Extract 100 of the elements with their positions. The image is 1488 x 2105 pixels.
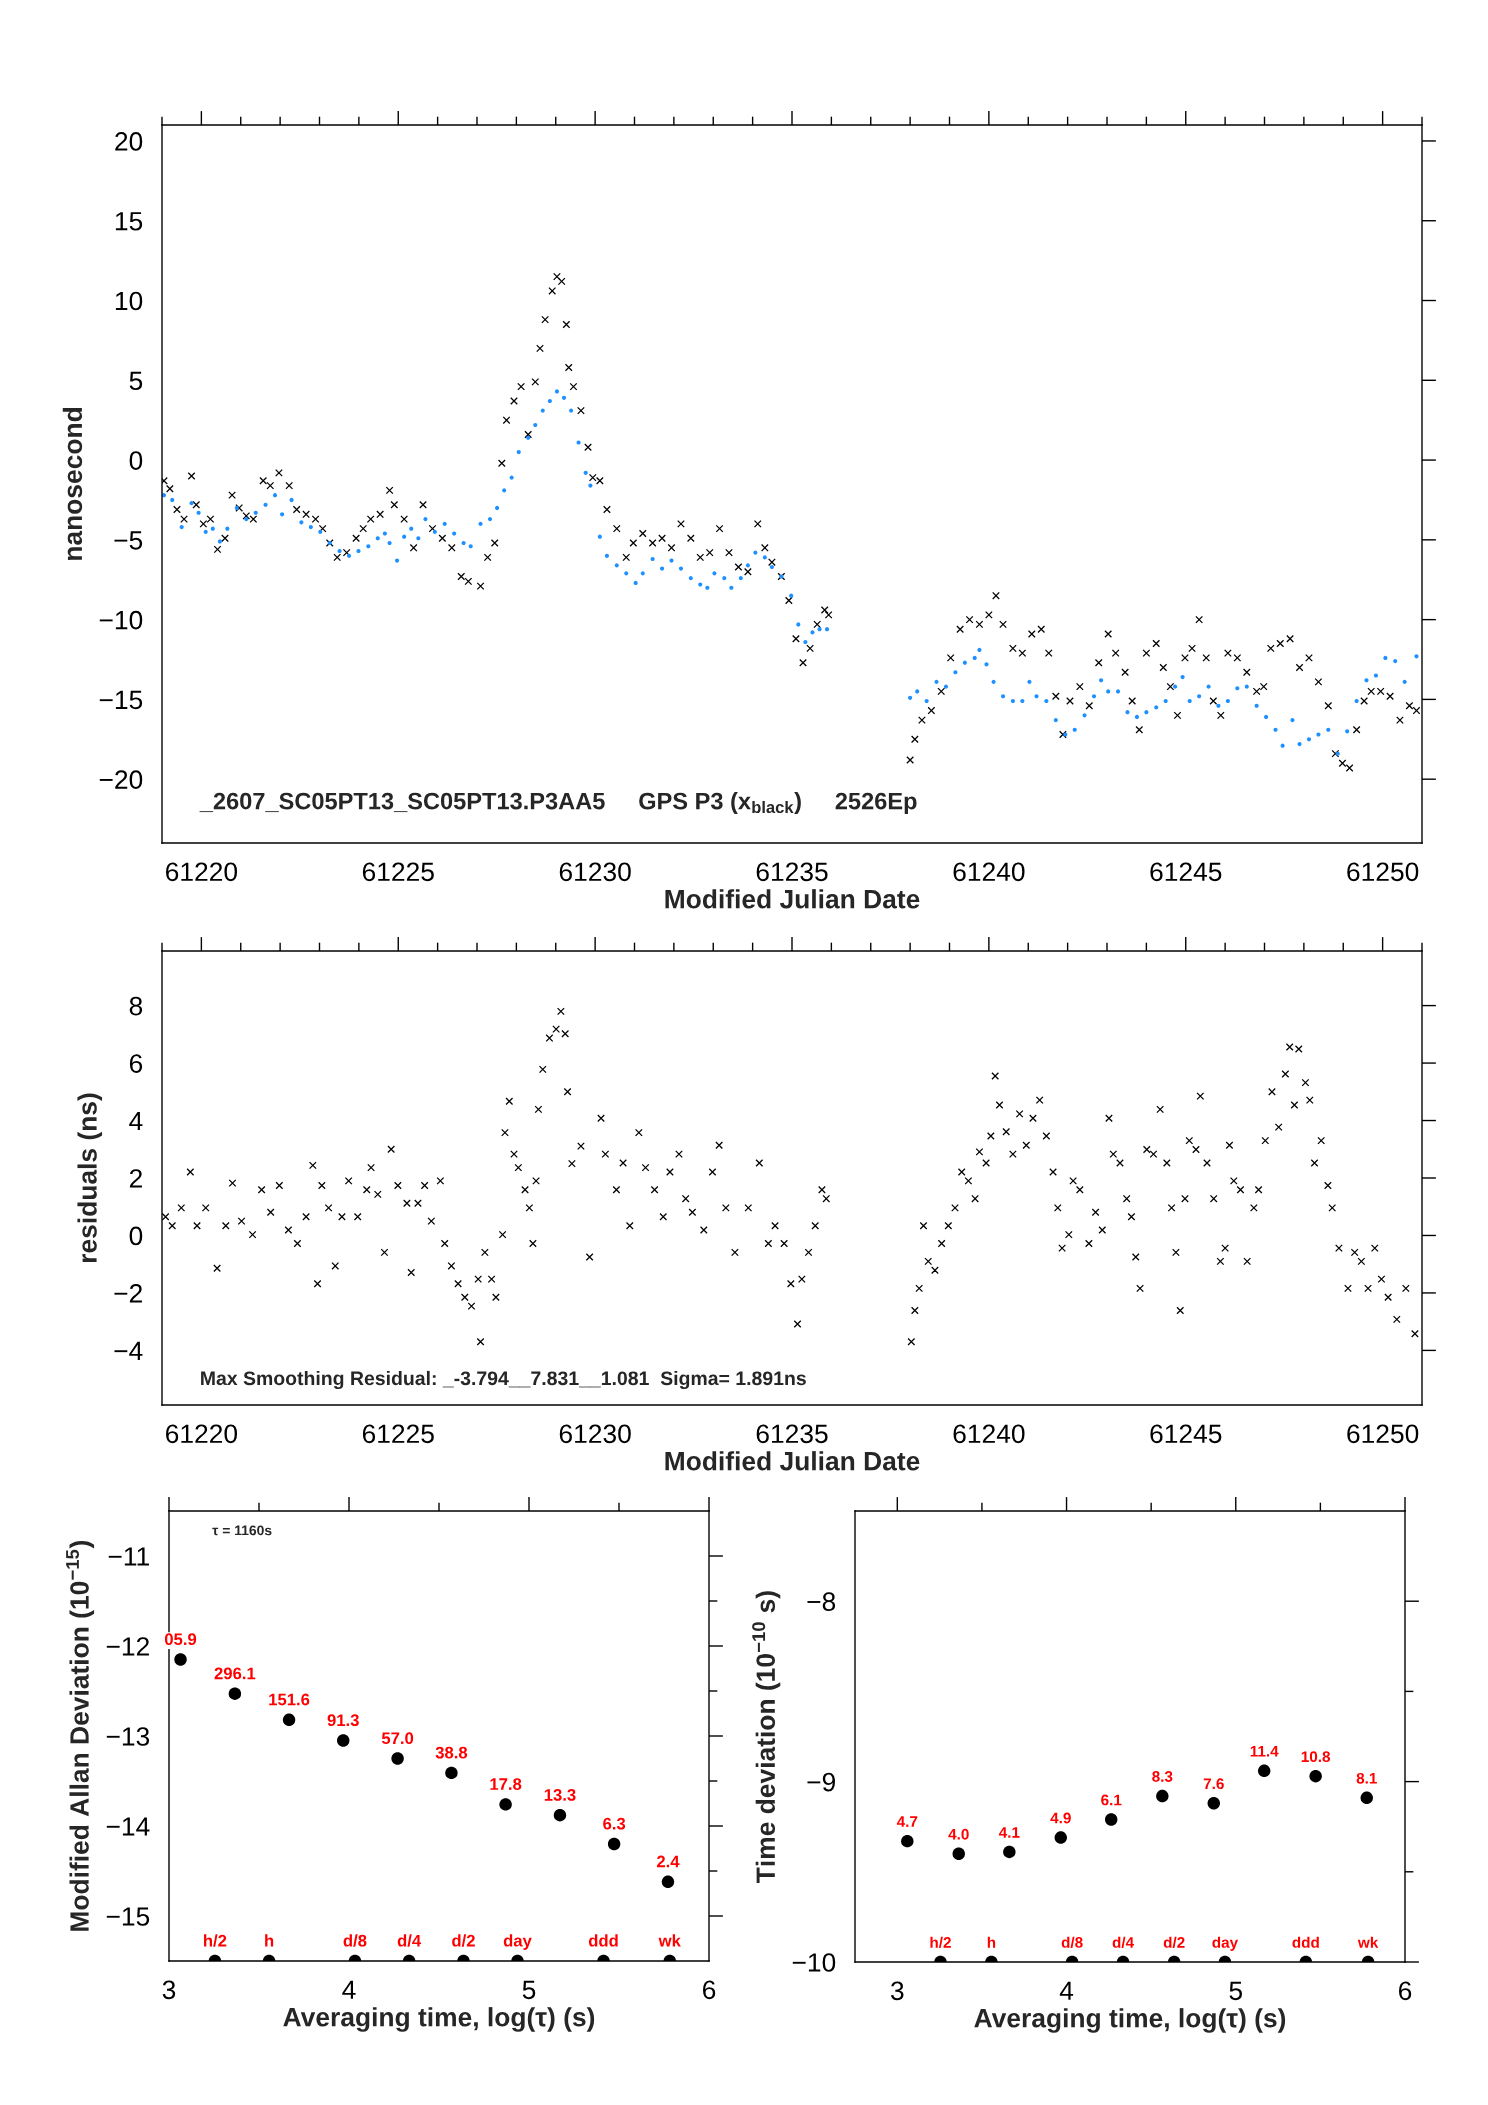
y-tick-label: 8	[129, 996, 143, 1016]
annotation: 4.9	[1050, 1812, 1071, 1824]
y-tick-label: −8	[807, 1592, 836, 1612]
x-tick-label: 61240	[953, 1424, 1025, 1444]
annotation: 05.9	[164, 1633, 197, 1646]
point	[337, 1734, 350, 1747]
annotation: d/8	[343, 1934, 367, 1947]
y-tick-label: 6	[129, 1054, 143, 1073]
point	[1207, 1797, 1220, 1810]
y-tick-label: −15	[99, 690, 143, 710]
y-axis-title: Time deviation (10$^{−10}$ s)	[752, 1591, 781, 1883]
annotation: 2.4	[656, 1855, 680, 1868]
annotation: 4.7	[896, 1816, 918, 1827]
annotation: 38.8	[435, 1746, 468, 1759]
x-tick-label: 5	[522, 1980, 536, 2000]
annotation: 296.1	[214, 1667, 256, 1680]
annotation: h	[987, 1936, 996, 1948]
point	[1257, 1764, 1271, 1777]
annotation: wk	[1357, 1936, 1379, 1948]
annotation: day	[503, 1934, 532, 1950]
x-axis-title: Modified Julian Date	[665, 889, 920, 909]
annotation: 11.4	[1250, 1745, 1279, 1757]
y-tick-label: −11	[108, 1547, 149, 1566]
y-tick-label: 2	[129, 1169, 142, 1188]
y-tick-label: −14	[106, 1817, 150, 1836]
x-tick-label: 61225	[362, 1424, 434, 1444]
annotation: h/2	[930, 1936, 951, 1949]
y-axis-title: residuals (ns)	[77, 1093, 103, 1263]
x-tick-label: 61250	[1347, 1424, 1419, 1444]
x-axis-title: Averaging time, log(τ) (s)	[974, 2008, 1286, 2033]
x-axis-title: Modified Julian Date	[665, 1451, 920, 1471]
annotation: ddd	[1292, 1936, 1319, 1948]
annotation: 10.8	[1301, 1751, 1331, 1763]
point	[445, 1766, 458, 1780]
y-tick-label: −10	[792, 1953, 836, 1972]
y-tick-label: −9	[807, 1772, 835, 1792]
x-axis-title: Averaging time, log(τ) (s)	[283, 2007, 595, 2032]
x-tick-label: 61230	[559, 1424, 631, 1444]
y-tick-label: −10	[99, 610, 143, 630]
y-tick-label: 20	[115, 132, 143, 151]
annotation: 8.3	[1152, 1771, 1173, 1782]
point	[1360, 1791, 1373, 1805]
y-tick-label: −15	[106, 1907, 150, 1926]
y-tick-label: 15	[115, 212, 143, 231]
x-tick-label: 4	[342, 1980, 356, 1999]
annotation: h	[265, 1934, 274, 1947]
y-tick-label: 10	[115, 291, 143, 311]
y-tick-label: 4	[129, 1111, 143, 1131]
annotation: d/8	[1061, 1936, 1083, 1949]
point	[228, 1687, 242, 1700]
annotation: d/2	[452, 1934, 475, 1947]
x-tick-label: 61225	[362, 862, 434, 882]
y-tick-label: 0	[129, 1226, 143, 1246]
point	[1054, 1831, 1067, 1844]
x-tick-label: 61245	[1150, 1424, 1222, 1444]
annotation: day	[1212, 1936, 1239, 1951]
annotation: 6.3	[603, 1817, 626, 1830]
x-tick-label: 61245	[1150, 862, 1222, 882]
annotation: 4.0	[948, 1828, 969, 1840]
annotation: d/4	[1112, 1936, 1135, 1949]
x-tick-label: 3	[890, 1981, 904, 2001]
x-tick-label: 61235	[756, 1424, 828, 1444]
y-tick-label: 5	[129, 371, 143, 391]
annotation: 8.1	[1356, 1772, 1377, 1784]
x-tick-label: 61250	[1347, 862, 1419, 882]
annotation: 17.8	[490, 1778, 522, 1790]
annotation: Max Smoothing Residual: _-3.794__7.831__1.081 Sigma= 1.891ns	[201, 1370, 806, 1390]
y-tick-label: −2	[114, 1284, 142, 1303]
x-tick-label: 61240	[953, 862, 1025, 882]
annotation: wk	[658, 1934, 681, 1947]
point	[499, 1798, 512, 1811]
annotation: _2607_SC05PT13_SC05PT13.P3AA5 GPS P3 (x$_{black}$) 2526Ep	[199, 792, 917, 815]
y-tick-label: −5	[114, 531, 143, 550]
y-tick-label: −13	[106, 1727, 150, 1746]
annotation: d/4	[397, 1934, 422, 1947]
y-tick-label: −20	[99, 770, 143, 789]
x-tick-label: 61230	[559, 862, 631, 882]
point	[174, 1653, 187, 1666]
annotation: 57.0	[381, 1732, 414, 1745]
annotation: d/2	[1163, 1936, 1185, 1949]
annotation: 91.3	[327, 1714, 359, 1727]
annotation: ddd	[588, 1934, 618, 1947]
annotation: 151.6	[269, 1693, 310, 1706]
y-tick-label: −4	[114, 1341, 143, 1360]
annotation: 4.1	[998, 1827, 1020, 1838]
y-tick-label: −12	[106, 1637, 149, 1656]
point	[1105, 1813, 1118, 1826]
x-tick-label: 61220	[166, 862, 238, 882]
point	[391, 1752, 404, 1765]
point	[901, 1834, 914, 1848]
y-axis-title: Modified Allan Deviation (10$^{−15}$)	[66, 1540, 95, 1931]
point	[1309, 1769, 1322, 1783]
x-tick-label: 61235	[756, 862, 828, 882]
point	[282, 1713, 296, 1727]
x-tick-label: 6	[1399, 1981, 1412, 2001]
point	[952, 1847, 965, 1860]
annotation: 13.3	[544, 1788, 576, 1801]
point	[1003, 1845, 1016, 1859]
annotation: τ = 1160s	[212, 1525, 272, 1536]
point	[607, 1837, 621, 1851]
